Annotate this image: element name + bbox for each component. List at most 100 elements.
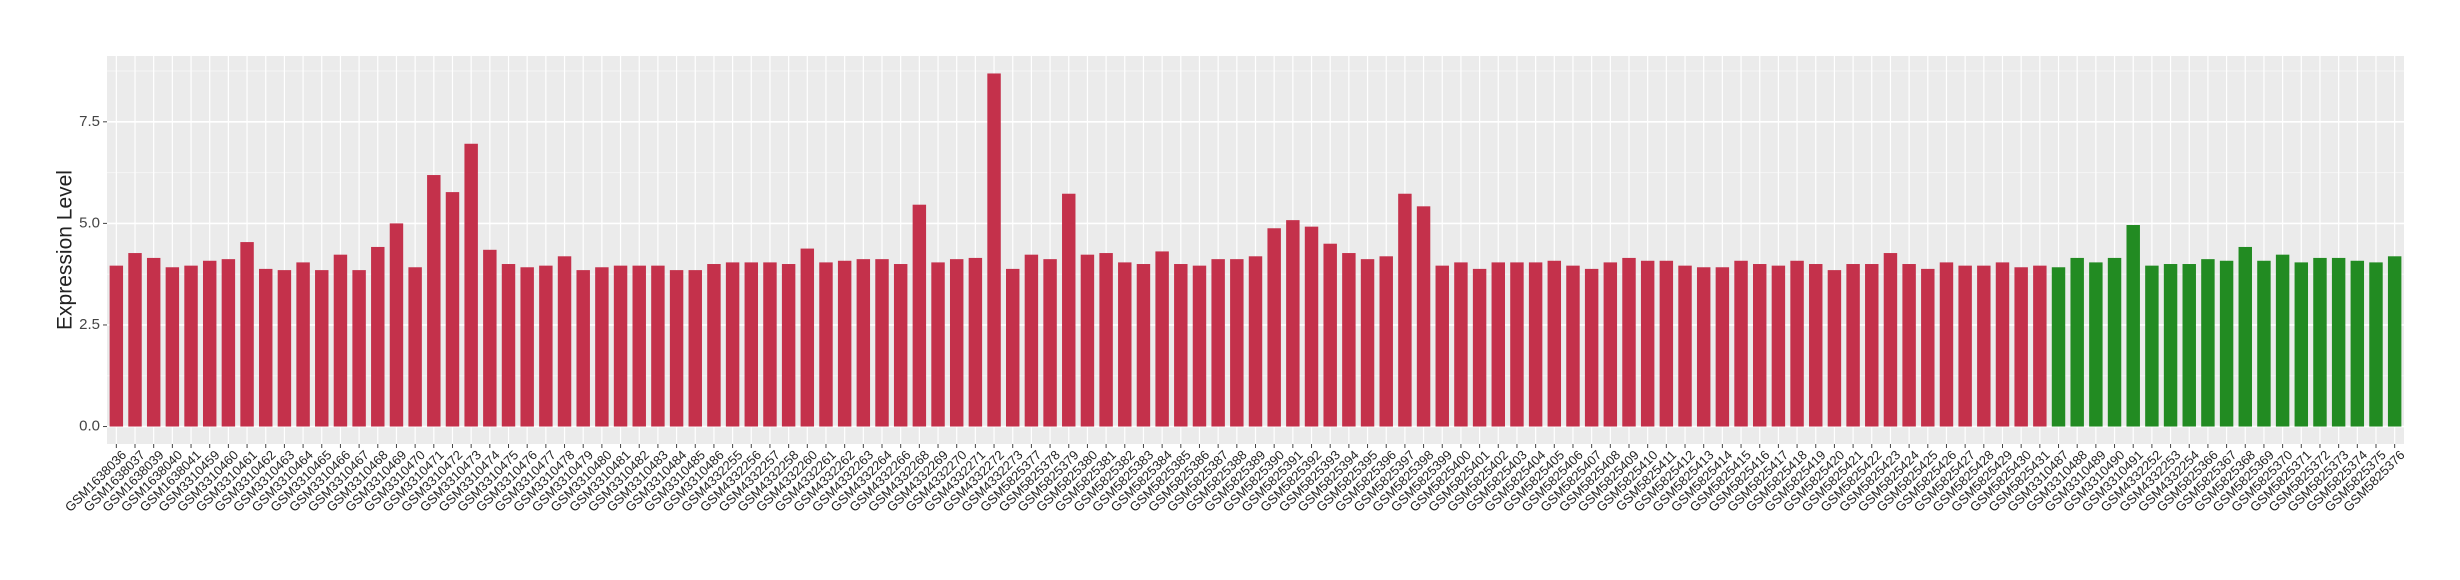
bar	[1958, 265, 1972, 427]
bar	[1640, 260, 1655, 427]
bar	[1510, 262, 1524, 427]
bar	[968, 257, 983, 427]
bar	[1192, 265, 1207, 427]
bar	[128, 253, 142, 427]
bar	[389, 223, 404, 427]
bar	[800, 248, 815, 427]
bar	[408, 267, 422, 427]
bar	[445, 192, 460, 427]
bar	[1846, 264, 1860, 427]
bar	[1472, 268, 1487, 427]
bar	[893, 264, 908, 427]
bar	[2219, 260, 2234, 427]
bar	[707, 264, 721, 427]
bar	[259, 268, 273, 427]
bar	[2089, 262, 2103, 427]
y-axis-title: Expression Level	[54, 170, 77, 330]
bar	[1155, 251, 1169, 427]
bar	[856, 259, 871, 427]
bar	[1921, 268, 1935, 427]
bar	[2070, 257, 2084, 427]
bar	[1622, 257, 1636, 427]
bar	[1734, 260, 1748, 427]
bar	[1099, 253, 1113, 427]
bar	[763, 262, 777, 427]
bar	[2275, 254, 2290, 427]
bar	[1174, 264, 1188, 427]
bar	[1006, 268, 1020, 427]
bar	[781, 264, 796, 427]
bar	[1865, 264, 1879, 427]
bar	[520, 267, 534, 427]
bar	[1827, 270, 1842, 427]
bar	[2313, 257, 2327, 427]
bar	[1678, 265, 1692, 427]
bar	[2350, 260, 2365, 427]
bar	[165, 267, 180, 427]
bar	[1977, 265, 1991, 427]
bar	[315, 270, 329, 427]
bar	[2126, 225, 2140, 427]
bar	[1491, 262, 1505, 427]
bar	[576, 270, 590, 427]
bar	[931, 262, 945, 427]
bar	[1435, 265, 1449, 427]
bar	[2331, 257, 2346, 427]
bar	[819, 262, 833, 427]
bar	[1771, 265, 1786, 427]
bar	[2257, 260, 2271, 427]
bar	[1136, 264, 1151, 427]
bar	[240, 242, 254, 427]
bar	[949, 259, 964, 427]
bar	[1715, 267, 1730, 427]
labels: 0.02.55.07.5GSM1638036GSM1638037GSM16380…	[62, 113, 2408, 515]
y-tick-label: 2.5	[79, 316, 100, 333]
bar	[501, 264, 516, 427]
bar	[1211, 259, 1225, 427]
bar	[2201, 259, 2215, 427]
bar	[464, 143, 478, 427]
bar	[875, 259, 889, 427]
bar	[1995, 262, 2010, 427]
bar	[1696, 267, 1711, 427]
y-tick-label: 7.5	[79, 113, 100, 130]
y-tick-label: 0.0	[79, 417, 100, 434]
bar	[2033, 265, 2047, 427]
bar	[1790, 260, 1804, 427]
bar	[1659, 260, 1674, 427]
bar	[688, 270, 702, 427]
bar	[2145, 265, 2159, 427]
bar	[1454, 262, 1468, 427]
bar	[1379, 256, 1393, 427]
bar	[1584, 268, 1599, 427]
bar	[2107, 257, 2122, 427]
bar	[1118, 262, 1132, 427]
bars	[109, 73, 2402, 427]
bar	[2294, 262, 2309, 427]
bar	[1416, 206, 1431, 427]
bar	[1286, 220, 1300, 427]
bar	[632, 265, 646, 427]
bar	[1230, 259, 1244, 427]
y-tick-label: 5.0	[79, 214, 100, 231]
bar	[2014, 267, 2028, 427]
bar	[1360, 259, 1375, 427]
bar	[2387, 256, 2402, 427]
bar	[2051, 267, 2066, 427]
bar	[1267, 228, 1281, 427]
bar	[1062, 193, 1076, 427]
bar	[557, 256, 572, 427]
bar	[1809, 264, 1823, 427]
bar	[2369, 262, 2383, 427]
bar	[146, 257, 161, 427]
bar	[202, 260, 217, 427]
bar	[2163, 264, 2178, 427]
bar	[2238, 246, 2252, 427]
bar	[1603, 262, 1618, 427]
bar	[651, 265, 665, 427]
bar	[539, 265, 553, 427]
bar	[912, 204, 927, 427]
bar	[595, 267, 609, 427]
bar	[1939, 262, 1954, 427]
